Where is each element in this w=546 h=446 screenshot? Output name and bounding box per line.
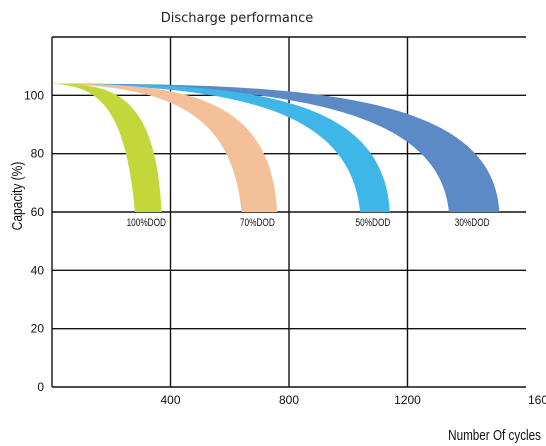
y-axis-label: Capacity (%) — [9, 162, 26, 231]
x-tick-label: 1200 — [394, 393, 421, 407]
band-label-dod70: 70%DOD — [240, 217, 275, 229]
y-tick-label: 20 — [31, 322, 45, 336]
x-axis-label: Number Of cycles — [448, 427, 541, 444]
y-tick-label: 40 — [31, 263, 45, 277]
x-tick-label: 400 — [160, 393, 180, 407]
chart-title: Discharge performance — [161, 11, 314, 26]
x-tick-label: 1600 — [528, 393, 546, 407]
band-label-dod30: 30%DOD — [455, 217, 490, 229]
band-layer — [52, 83, 500, 213]
band-label-dod100: 100%DOD — [127, 217, 166, 229]
tick-layer: 0 20 40 60 80 100 400 800 1200 1600 — [24, 88, 546, 407]
band-dod50 — [52, 83, 390, 213]
band-label-dod50: 50%DOD — [355, 217, 390, 229]
band-dod100 — [52, 83, 162, 213]
band-dod70 — [52, 83, 278, 213]
y-tick-label: 0 — [37, 380, 44, 394]
y-tick-label: 60 — [31, 205, 45, 219]
y-tick-label: 80 — [31, 147, 45, 161]
band-label-layer: 30%DOD 50%DOD 70%DOD 100%DOD — [127, 217, 490, 229]
band-dod30 — [52, 83, 500, 213]
y-tick-label: 100 — [24, 88, 44, 102]
x-tick-label: 800 — [279, 393, 299, 407]
